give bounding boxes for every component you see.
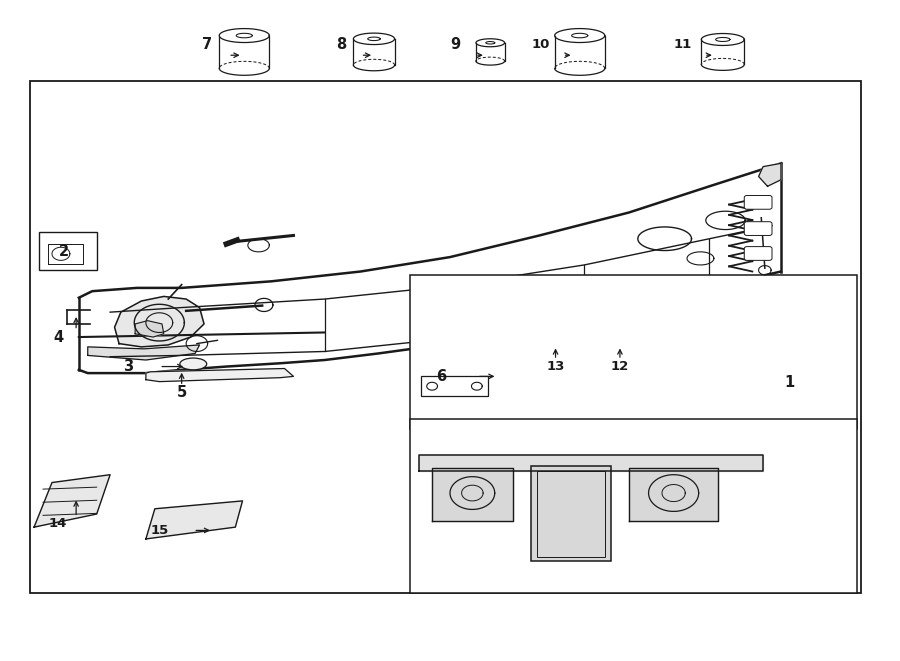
- Polygon shape: [146, 501, 242, 539]
- Bar: [30, 81, 861, 593]
- Text: 11: 11: [673, 38, 692, 51]
- Polygon shape: [114, 296, 204, 347]
- Polygon shape: [418, 455, 763, 471]
- Polygon shape: [34, 475, 110, 527]
- Text: 10: 10: [532, 38, 551, 51]
- Text: 1: 1: [785, 375, 795, 391]
- Text: 15: 15: [150, 524, 168, 537]
- Bar: [536, 471, 605, 557]
- Bar: [530, 466, 611, 561]
- Text: 7: 7: [202, 37, 211, 52]
- Ellipse shape: [180, 358, 207, 369]
- Text: 8: 8: [336, 37, 346, 52]
- Polygon shape: [759, 163, 781, 186]
- Bar: [410, 419, 857, 593]
- Text: 13: 13: [546, 360, 564, 373]
- Text: 9: 9: [450, 37, 461, 52]
- Polygon shape: [135, 321, 164, 337]
- Text: 2: 2: [58, 245, 68, 259]
- Polygon shape: [432, 468, 513, 521]
- Text: 6: 6: [436, 369, 446, 384]
- Text: 4: 4: [53, 330, 63, 344]
- Bar: [410, 275, 857, 429]
- FancyBboxPatch shape: [744, 247, 772, 260]
- Text: 5: 5: [176, 385, 187, 401]
- Polygon shape: [629, 468, 718, 521]
- Text: 12: 12: [611, 360, 629, 373]
- FancyBboxPatch shape: [744, 196, 772, 210]
- Text: 14: 14: [49, 518, 68, 530]
- FancyBboxPatch shape: [744, 221, 772, 235]
- Bar: [39, 232, 96, 270]
- Text: 3: 3: [123, 359, 133, 374]
- Polygon shape: [87, 345, 200, 360]
- Polygon shape: [146, 369, 293, 381]
- Bar: [421, 376, 489, 396]
